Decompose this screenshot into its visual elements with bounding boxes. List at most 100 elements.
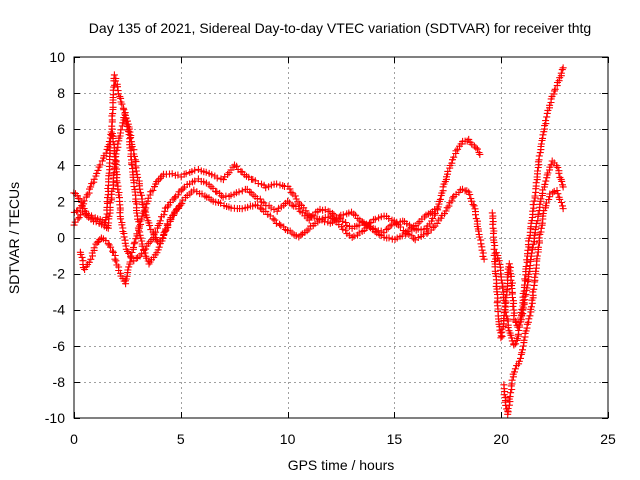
data-point (126, 258, 134, 266)
data-point (470, 202, 478, 210)
data-point (385, 215, 393, 222)
data-point (559, 64, 567, 72)
data-point (511, 368, 518, 376)
data-point (124, 266, 132, 274)
data-point (161, 207, 169, 215)
series-track-4 (70, 71, 185, 247)
data-point (160, 211, 168, 219)
data-point (518, 305, 526, 313)
data-point (124, 117, 131, 125)
y-tick-label: -8 (53, 374, 66, 390)
data-point (469, 201, 477, 208)
data-point (170, 194, 178, 202)
data-point (292, 195, 300, 203)
data-point (443, 204, 451, 212)
data-point (520, 336, 528, 344)
y-tick-label: -10 (45, 410, 65, 426)
data-point (556, 195, 564, 203)
data-point (429, 223, 437, 231)
data-point (525, 315, 533, 323)
data-point (529, 244, 536, 252)
data-point (238, 187, 246, 195)
data-point (310, 213, 318, 221)
data-point (288, 201, 296, 209)
data-point (111, 160, 119, 168)
data-point (542, 177, 550, 185)
data-point (190, 186, 198, 194)
data-point (377, 232, 385, 240)
data-point (238, 205, 246, 213)
data-point (133, 209, 141, 217)
data-point (177, 186, 185, 194)
data-point (339, 211, 347, 219)
data-point (495, 257, 503, 265)
data-point (499, 284, 507, 292)
data-point (554, 164, 562, 171)
data-point (436, 195, 444, 203)
data-point (266, 212, 274, 220)
data-point (551, 85, 559, 93)
data-point (177, 201, 185, 209)
data-point (417, 226, 425, 234)
data-point (448, 197, 456, 205)
data-point (480, 255, 488, 263)
data-point (271, 216, 279, 224)
data-point (132, 254, 140, 262)
x-tick-label: 10 (280, 431, 296, 447)
data-point (414, 234, 422, 241)
data-point (342, 226, 350, 234)
data-point (273, 207, 281, 215)
data-point (419, 231, 427, 239)
x-axis-label: GPS time / hours (288, 457, 395, 473)
data-point (118, 221, 126, 229)
data-point (491, 242, 499, 249)
y-tick-label: 10 (49, 49, 65, 65)
data-point (128, 249, 136, 256)
data-point (146, 222, 154, 229)
data-point (544, 169, 552, 177)
data-point (131, 238, 139, 246)
data-point (169, 211, 177, 219)
data-point (509, 302, 517, 310)
x-tick-label: 15 (387, 431, 403, 447)
data-point (539, 131, 547, 139)
data-point (78, 198, 86, 206)
data-point (550, 90, 558, 98)
data-point (507, 389, 515, 397)
data-point (521, 275, 529, 283)
data-point (423, 230, 431, 237)
data-point (128, 143, 136, 151)
data-point (134, 173, 142, 181)
data-point (512, 340, 520, 348)
data-point (532, 179, 540, 187)
data-point (302, 207, 310, 215)
data-point (127, 252, 135, 260)
y-tick-label: 6 (57, 121, 65, 137)
data-point (516, 321, 523, 329)
data-point (559, 205, 567, 213)
y-tick-label: 2 (57, 193, 65, 209)
data-point (133, 230, 141, 238)
data-point (178, 199, 186, 207)
data-point (445, 202, 453, 210)
data-point (90, 175, 98, 183)
data-point (117, 126, 125, 134)
data-point (534, 167, 541, 175)
data-point (127, 134, 135, 142)
data-point (530, 197, 538, 205)
data-point (342, 219, 350, 226)
data-point (272, 219, 280, 227)
data-point (543, 109, 551, 117)
data-point (558, 66, 566, 74)
data-point (104, 194, 111, 202)
data-point (233, 162, 241, 170)
x-tick-label: 20 (493, 431, 509, 447)
data-point (170, 210, 178, 218)
data-point (339, 217, 347, 225)
data-point (410, 234, 418, 242)
data-point (191, 177, 199, 185)
data-point (114, 185, 122, 193)
data-point (112, 257, 120, 265)
data-point (442, 207, 450, 215)
data-point (519, 346, 526, 354)
